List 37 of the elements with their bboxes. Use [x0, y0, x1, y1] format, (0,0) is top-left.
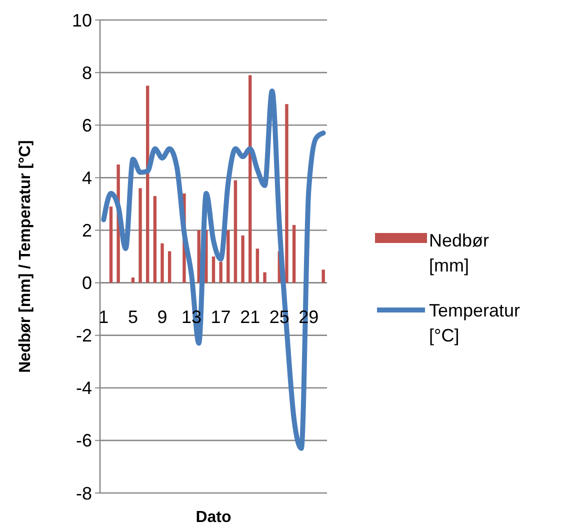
y-tick-label: 2 — [82, 220, 92, 241]
bar — [109, 206, 113, 283]
legend-label: Temperatur [°C] — [429, 300, 520, 346]
x-tick-label: 17 — [210, 306, 231, 327]
x-tick-label: 5 — [128, 306, 138, 327]
bar — [131, 278, 135, 283]
bar — [219, 262, 222, 283]
bar — [153, 196, 157, 283]
bar — [263, 272, 266, 283]
y-tick-label: -4 — [76, 378, 92, 398]
x-axis-title: Dato — [196, 509, 232, 526]
x-tick-label: 1 — [98, 306, 109, 327]
y-tick-label: 4 — [82, 168, 92, 188]
bar — [138, 188, 142, 283]
bar — [146, 86, 150, 283]
bar — [241, 235, 244, 283]
x-tick-label: 21 — [240, 306, 260, 327]
y-tick-label: 6 — [82, 115, 92, 136]
bar — [322, 270, 325, 283]
y-tick-label: 0 — [82, 273, 92, 294]
bar — [212, 256, 216, 283]
bar — [234, 180, 238, 283]
y-tick-label: 8 — [82, 62, 92, 83]
bar — [160, 243, 164, 283]
y-tick-label: -6 — [76, 430, 92, 451]
legend-label: Nedbør [mm] — [429, 230, 490, 276]
bar — [168, 251, 172, 283]
y-tick-label: 10 — [72, 10, 92, 30]
bar — [226, 230, 230, 283]
bar — [285, 104, 288, 283]
bar — [248, 75, 252, 283]
y-tick-label: -8 — [76, 483, 92, 504]
bar — [292, 224, 296, 283]
x-tick-label: 9 — [157, 306, 168, 327]
y-tick-label: -2 — [76, 326, 92, 346]
y-axis-title: Nedbør [mm] / Temperatur [°C] — [17, 140, 34, 373]
bar — [256, 248, 260, 283]
